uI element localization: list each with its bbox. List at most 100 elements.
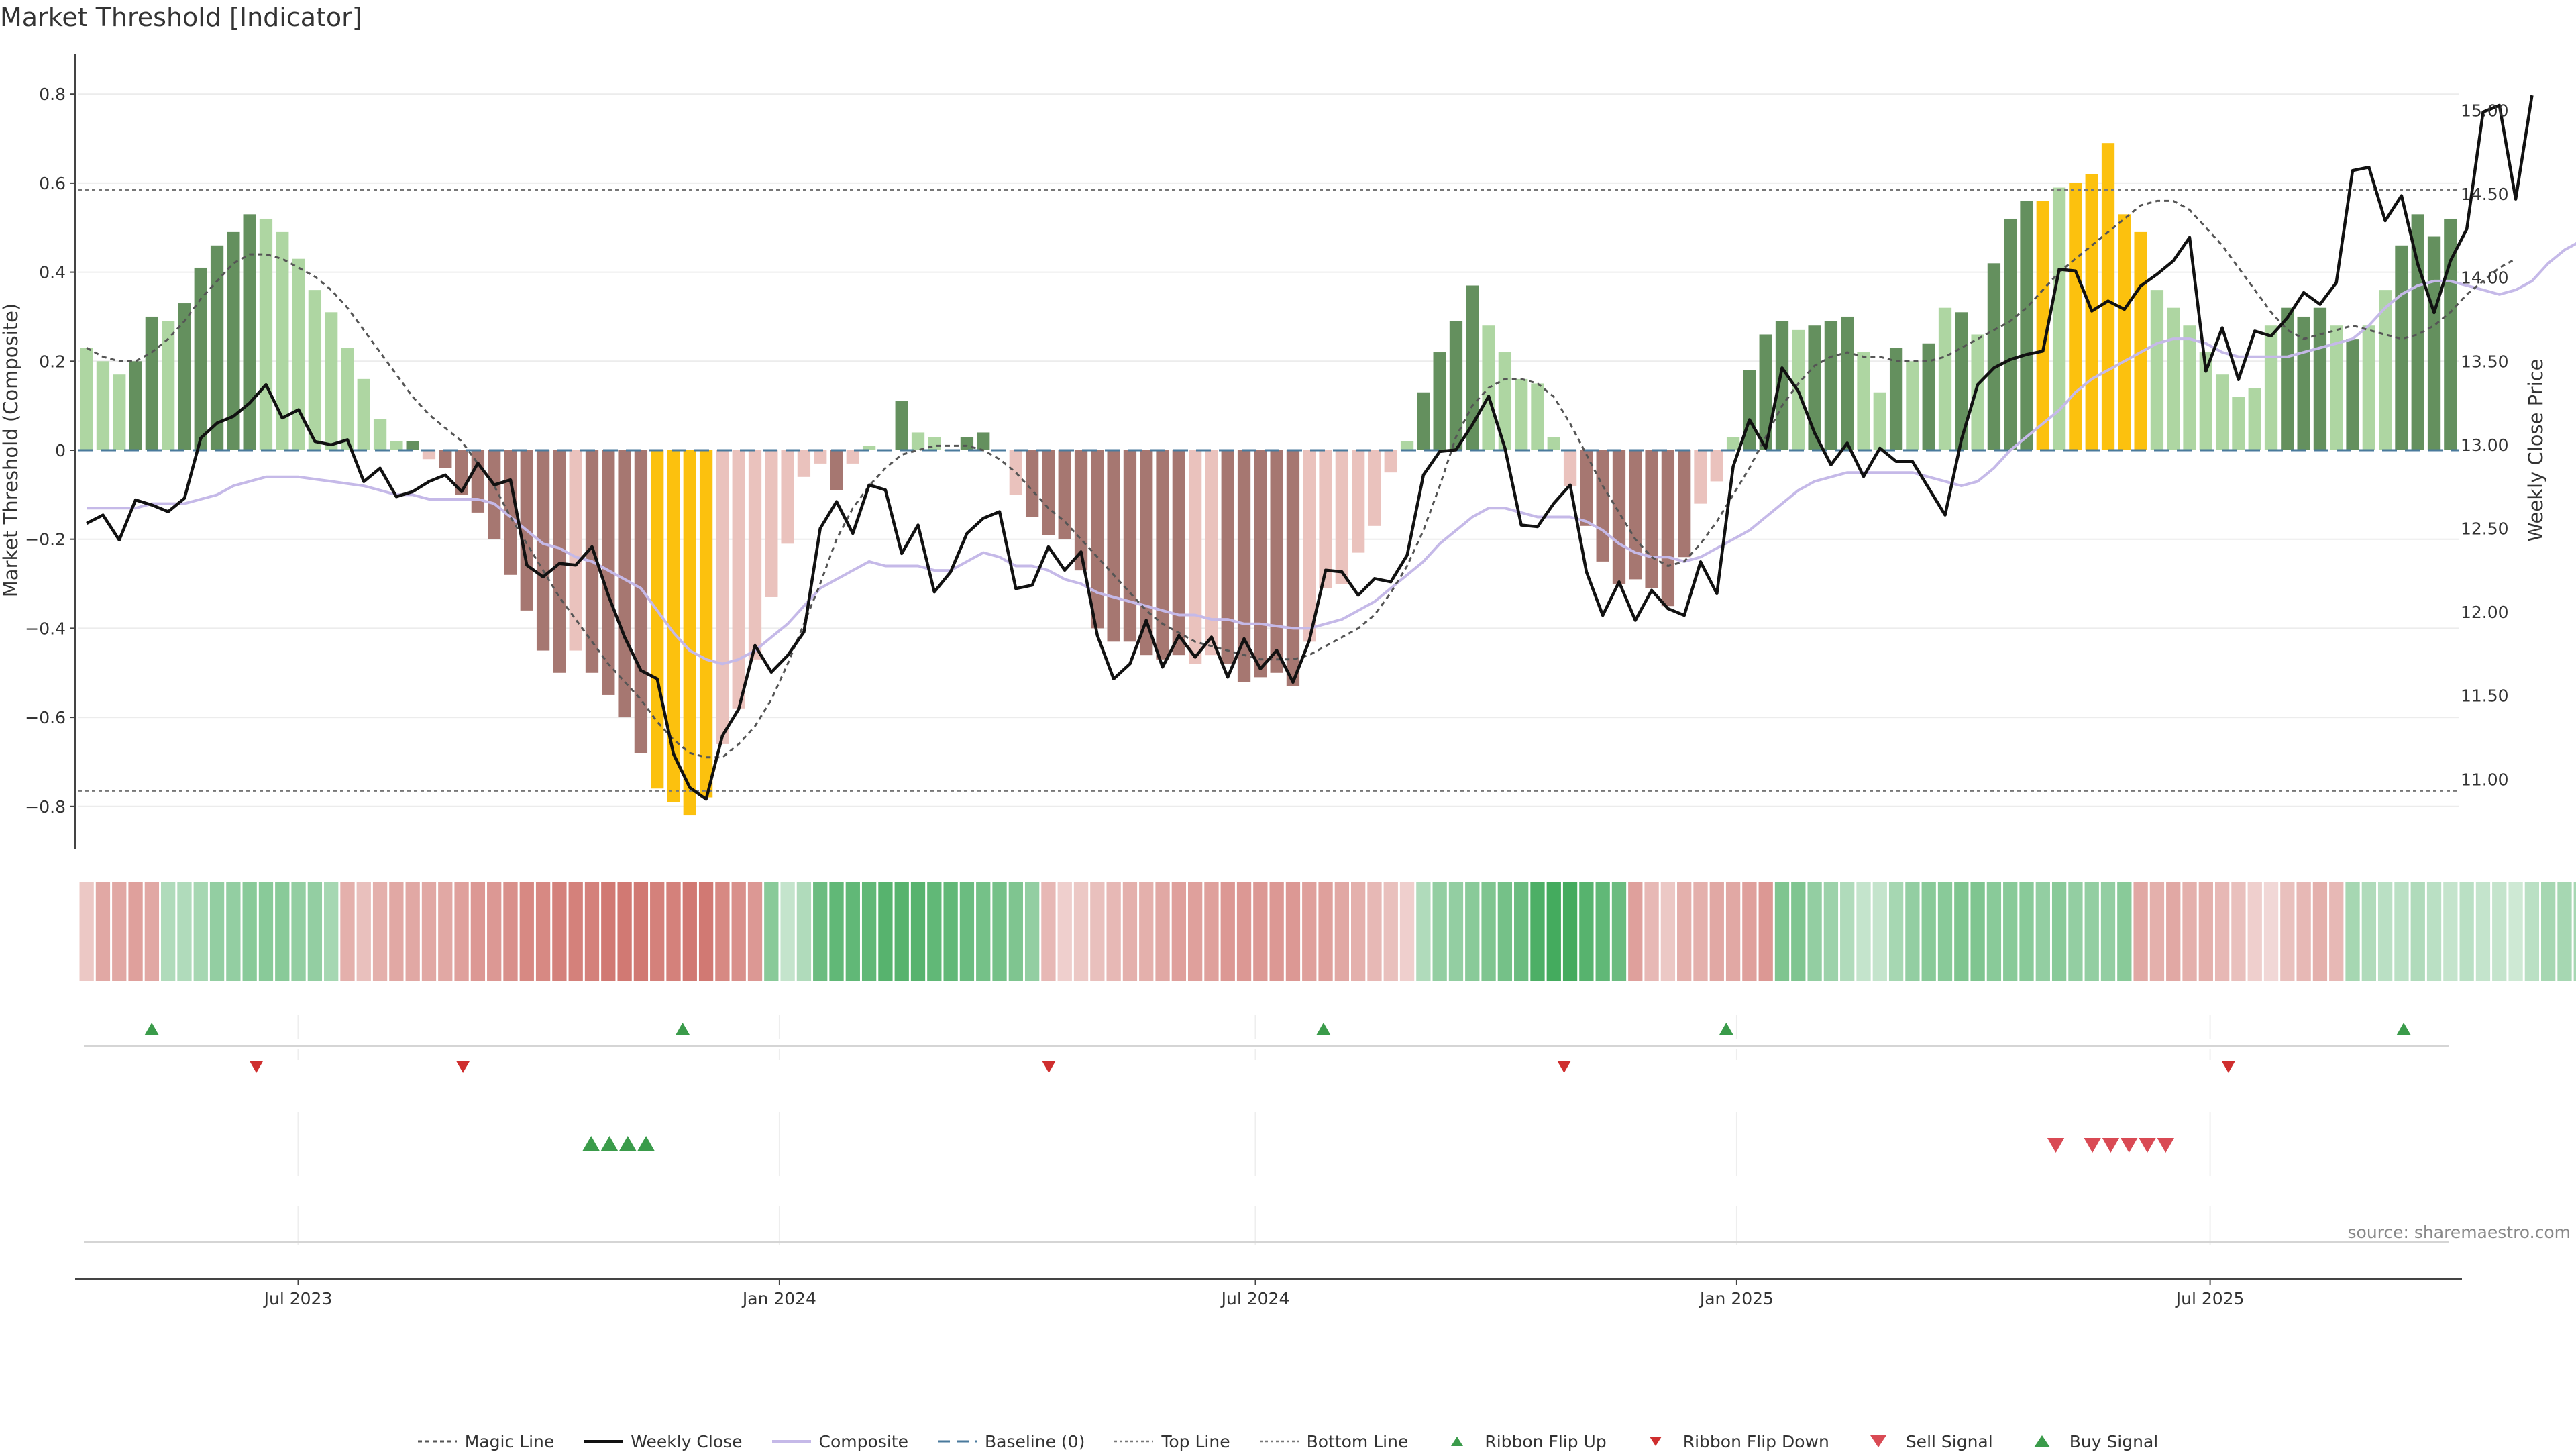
ribbon-cell-81: [1400, 882, 1414, 981]
ribbon-cell-7: [194, 882, 208, 981]
ribbon-cell-46: [829, 882, 843, 981]
ribbon-cell-54: [960, 882, 974, 981]
y-tick-label: 0.8: [39, 85, 66, 104]
legend-item-magic: Magic Line: [418, 1432, 555, 1451]
ribbon-cell-87: [1498, 882, 1512, 981]
composite-bar-140: [2363, 325, 2375, 450]
composite-bar-18: [374, 419, 386, 450]
composite-bar-118: [2004, 219, 2017, 450]
composite-bar-28: [537, 450, 549, 651]
legend-item-baseline: Baseline (0): [938, 1432, 1085, 1451]
ribbon-cell-59: [1041, 882, 1055, 981]
legend-label: Composite: [819, 1432, 908, 1451]
ribbon-cell-65: [1139, 882, 1153, 981]
ribbon-cell-97: [1661, 882, 1675, 981]
ribbon-cell-128: [2166, 882, 2180, 981]
composite-bar-114: [1939, 308, 1951, 450]
ribbon-cell-139: [2345, 882, 2359, 981]
legend-swatch-bottom: [1260, 1434, 1299, 1449]
y-axis-label: Market Threshold (Composite): [0, 303, 22, 597]
composite-bar-122: [2069, 183, 2082, 450]
ribbon-cell-92: [1579, 882, 1593, 981]
ribbon-cell-88: [1514, 882, 1528, 981]
ribbon-cell-53: [943, 882, 957, 981]
legend-swatch-flip_down: [1636, 1434, 1675, 1449]
y2-tick-label: 12.00: [2461, 603, 2509, 622]
composite-bar-44: [798, 450, 810, 477]
composite-bar-19: [390, 441, 402, 450]
ribbon-cell-47: [846, 882, 860, 981]
ribbon-cell-90: [1547, 882, 1561, 981]
ribbon-cell-89: [1530, 882, 1544, 981]
buy-signal-marker: [619, 1136, 636, 1151]
ribbon-cell-100: [1710, 882, 1724, 981]
legend-swatch-composite: [772, 1434, 811, 1449]
composite-bar-102: [1743, 370, 1756, 450]
ribbon-cell-95: [1628, 882, 1642, 981]
composite-bar-20: [407, 441, 419, 450]
composite-bar-50: [896, 401, 908, 450]
composite-bar-116: [1971, 334, 1984, 450]
composite-bar-110: [1874, 393, 1886, 450]
ribbon-cell-62: [1090, 882, 1104, 981]
ribbon-cell-148: [2492, 882, 2506, 981]
ribbon-cell-135: [2280, 882, 2294, 981]
composite-bar-137: [2314, 308, 2326, 450]
y2-tick-label: 14.50: [2461, 185, 2509, 204]
buy-signal-marker: [637, 1136, 654, 1151]
composite-bar-90: [1548, 437, 1560, 450]
ribbon-cell-50: [895, 882, 909, 981]
composite-bar-79: [1368, 450, 1381, 526]
ribbon-cell-38: [699, 882, 713, 981]
legend-label: Baseline (0): [985, 1432, 1085, 1451]
composite-bar-80: [1385, 450, 1397, 472]
composite-bar-132: [2232, 397, 2245, 450]
composite-bar-34: [635, 450, 647, 753]
legend-item-flip_up: Ribbon Flip Up: [1438, 1432, 1606, 1451]
x-tick-label: Jul 2024: [1220, 1289, 1290, 1308]
composite-bar-22: [439, 450, 451, 468]
composite-bar-101: [1727, 437, 1739, 450]
legend-item-top: Top Line: [1114, 1432, 1230, 1451]
composite-bar-119: [2020, 201, 2033, 450]
ribbon-cell-66: [1155, 882, 1169, 981]
ribbon-cell-152: [2557, 882, 2571, 981]
ribbon-cell-31: [585, 882, 599, 981]
ribbon-cell-134: [2264, 882, 2278, 981]
composite-bar-98: [1678, 450, 1690, 557]
composite-bar-43: [781, 450, 794, 543]
ribbon-cell-68: [1188, 882, 1202, 981]
composite-bar-126: [2134, 232, 2147, 450]
composite-bar-74: [1287, 450, 1299, 686]
composite-bar-17: [358, 379, 370, 450]
composite-bar-46: [830, 450, 843, 490]
ribbon-cell-125: [2117, 882, 2131, 981]
x-tick-label: Jul 2025: [2175, 1289, 2245, 1308]
ribbon-cell-108: [1840, 882, 1854, 981]
buy-signal-marker: [601, 1136, 618, 1151]
composite-bar-63: [1107, 450, 1120, 641]
ribbon-cell-98: [1677, 882, 1691, 981]
ribbon-cell-57: [1009, 882, 1023, 981]
composite-bar-81: [1401, 441, 1413, 450]
legend-label: Bottom Line: [1307, 1432, 1409, 1451]
ribbon-cell-99: [1693, 882, 1707, 981]
ribbon-cell-17: [357, 882, 371, 981]
ribbon-flip-down-marker: [250, 1061, 264, 1073]
y2-tick-label: 11.00: [2461, 770, 2509, 789]
y2-tick-label: 13.00: [2461, 435, 2509, 455]
ribbon-cell-36: [666, 882, 680, 981]
ribbon-cell-96: [1644, 882, 1658, 981]
composite-bar-35: [651, 450, 663, 788]
source-note: source: sharemaestro.com: [2348, 1223, 2571, 1242]
ribbon-cell-118: [2003, 882, 2017, 981]
ribbon-flip-up-marker: [1719, 1023, 1733, 1035]
y2-tick-label: 13.50: [2461, 352, 2509, 371]
composite-bar-45: [814, 450, 826, 464]
ribbon-cell-121: [2052, 882, 2066, 981]
ribbon-cell-67: [1172, 882, 1186, 981]
composite-bar-93: [1597, 450, 1609, 562]
ribbon-cell-42: [764, 882, 778, 981]
y-tick-label: 0.4: [39, 263, 66, 282]
composite-bar-21: [423, 450, 435, 459]
